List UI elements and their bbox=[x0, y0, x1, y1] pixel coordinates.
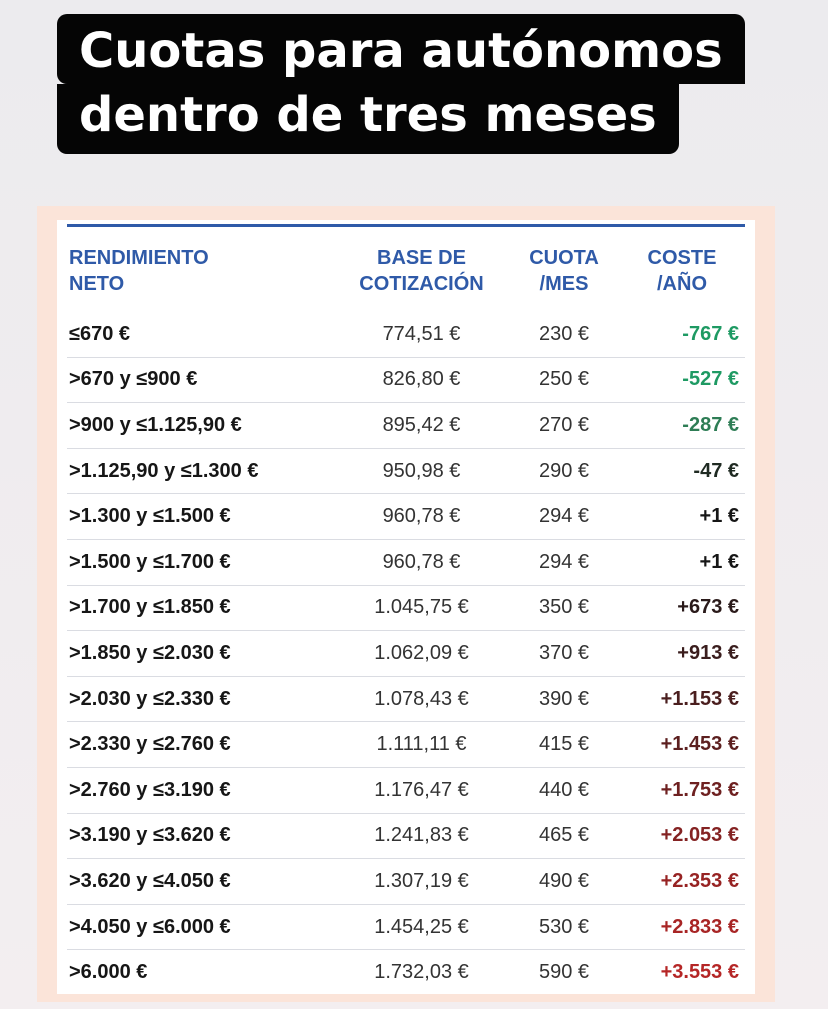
cell-coste: +1.753 € bbox=[619, 767, 745, 814]
table-row: >3.620 y ≤4.050 €1.307,19 €490 € +2.353 € bbox=[67, 858, 745, 905]
cell-rendimiento: >1.700 y ≤1.850 € bbox=[67, 585, 334, 632]
header-base-cotizacion: BASE DE COTIZACIÓN bbox=[359, 247, 484, 295]
cell-rendimiento: >2.030 y ≤2.330 € bbox=[67, 676, 334, 723]
cell-base: 1.732,03 € bbox=[374, 961, 469, 984]
cell-cuota: 390 € bbox=[509, 676, 619, 723]
cell-cuota: 294 € bbox=[509, 539, 619, 586]
cell-cuota: 230 € bbox=[509, 312, 619, 358]
cell-coste: -767 € bbox=[619, 312, 745, 358]
table-row: >2.030 y ≤2.330 €1.078,43 €390 € +1.153 € bbox=[67, 676, 745, 723]
headline: Cuotas para autónomos dentro de tres mes… bbox=[57, 14, 745, 154]
cell-coste: +2.833 € bbox=[619, 904, 745, 951]
table-frame: RENDIMIENTO NETO BASE DE COTIZACIÓN CUOT… bbox=[37, 206, 775, 1002]
table-row: ≤670 €774,51 €230 € -767 € bbox=[67, 312, 745, 358]
cell-coste: +2.053 € bbox=[619, 813, 745, 860]
headline-line-1: Cuotas para autónomos bbox=[57, 14, 745, 84]
cell-base: 1.307,19 € bbox=[334, 858, 509, 905]
cell-coste: +2.353 € bbox=[619, 858, 745, 905]
cell-cuota: 290 € bbox=[509, 448, 619, 495]
table-row: >2.330 y ≤2.760 €1.111,11 €415 € +1.453 € bbox=[67, 721, 745, 768]
cell-cuota: 250 € bbox=[509, 357, 619, 404]
cell-coste: +1.453 € bbox=[619, 721, 745, 768]
cell-base: 960,78 € bbox=[334, 539, 509, 586]
cell-base: 960,78 € bbox=[334, 493, 509, 540]
header-rendimiento-neto: RENDIMIENTO NETO bbox=[69, 247, 209, 295]
table-top-rule bbox=[67, 224, 745, 227]
cell-rendimiento: >6.000 € bbox=[69, 961, 148, 984]
cell-cuota: 370 € bbox=[509, 630, 619, 677]
cell-rendimiento: >900 y ≤1.125,90 € bbox=[67, 402, 334, 449]
cell-coste: -527 € bbox=[619, 357, 745, 404]
cell-rendimiento: >2.760 y ≤3.190 € bbox=[67, 767, 334, 814]
cell-base: 1.078,43 € bbox=[334, 676, 509, 723]
cell-rendimiento: >4.050 y ≤6.000 € bbox=[67, 904, 334, 951]
table-header-row: RENDIMIENTO NETO BASE DE COTIZACIÓN CUOT… bbox=[67, 230, 745, 312]
cell-cuota: 465 € bbox=[509, 813, 619, 860]
table-body: ≤670 €774,51 €230 € -767 € >670 y ≤900 €82… bbox=[67, 312, 745, 995]
table-row: >1.700 y ≤1.850 €1.045,75 €350 € +673 € bbox=[67, 585, 745, 632]
cell-base: 1.241,83 € bbox=[334, 813, 509, 860]
cell-rendimiento: >670 y ≤900 € bbox=[67, 357, 334, 404]
cell-cuota: 350 € bbox=[509, 585, 619, 632]
cell-base: 895,42 € bbox=[334, 402, 509, 449]
cell-coste: -47 € bbox=[619, 448, 745, 495]
cell-cuota: 294 € bbox=[509, 493, 619, 540]
cell-cuota: 440 € bbox=[509, 767, 619, 814]
cell-rendimiento: >1.850 y ≤2.030 € bbox=[67, 630, 334, 677]
table-row: >3.190 y ≤3.620 €1.241,83 €465 € +2.053 € bbox=[67, 813, 745, 860]
cell-cuota: 590 € bbox=[538, 961, 590, 984]
cell-base: 1.062,09 € bbox=[334, 630, 509, 677]
table-row: >2.760 y ≤3.190 €1.176,47 €440 € +1.753 € bbox=[67, 767, 745, 814]
cell-base: 1.111,11 € bbox=[334, 721, 509, 768]
cell-cuota: 530 € bbox=[509, 904, 619, 951]
fees-table: RENDIMIENTO NETO BASE DE COTIZACIÓN CUOT… bbox=[67, 230, 745, 995]
table-row: >1.125,90 y ≤1.300 €950,98 €290 € -47 € bbox=[67, 448, 745, 495]
cell-coste: +913 € bbox=[619, 630, 745, 677]
cell-rendimiento: >1.500 y ≤1.700 € bbox=[67, 539, 334, 586]
cell-base: 950,98 € bbox=[334, 448, 509, 495]
cell-cuota: 270 € bbox=[509, 402, 619, 449]
headline-line-2: dentro de tres meses bbox=[57, 84, 679, 154]
header-coste-ano: COSTE /AÑO bbox=[647, 247, 717, 295]
cell-base: 1.454,25 € bbox=[334, 904, 509, 951]
cell-cuota: 415 € bbox=[509, 721, 619, 768]
cell-rendimiento: ≤670 € bbox=[67, 312, 334, 358]
table-row: >6.000 € 1.732,03 € 590 € +3.553 € bbox=[67, 950, 745, 995]
cell-coste: +1 € bbox=[619, 539, 745, 586]
cell-cuota: 490 € bbox=[509, 858, 619, 905]
cell-rendimiento: >2.330 y ≤2.760 € bbox=[67, 721, 334, 768]
table-row: >1.850 y ≤2.030 €1.062,09 €370 € +913 € bbox=[67, 630, 745, 677]
cell-base: 1.176,47 € bbox=[334, 767, 509, 814]
cell-base: 1.045,75 € bbox=[334, 585, 509, 632]
cell-coste: +1 € bbox=[619, 493, 745, 540]
header-cuota-mes: CUOTA /MES bbox=[529, 247, 599, 295]
cell-base: 774,51 € bbox=[334, 312, 509, 358]
table-card: RENDIMIENTO NETO BASE DE COTIZACIÓN CUOT… bbox=[57, 220, 755, 994]
table-row: >1.500 y ≤1.700 €960,78 €294 € +1 € bbox=[67, 539, 745, 586]
cell-coste: -287 € bbox=[619, 402, 745, 449]
table-row: >1.300 y ≤1.500 €960,78 €294 € +1 € bbox=[67, 493, 745, 540]
cell-coste: +673 € bbox=[619, 585, 745, 632]
table-row: >900 y ≤1.125,90 €895,42 €270 € -287 € bbox=[67, 402, 745, 449]
table-row: >670 y ≤900 €826,80 €250 € -527 € bbox=[67, 357, 745, 404]
cell-rendimiento: >3.190 y ≤3.620 € bbox=[67, 813, 334, 860]
cell-base: 826,80 € bbox=[334, 357, 509, 404]
cell-rendimiento: >1.300 y ≤1.500 € bbox=[67, 493, 334, 540]
cell-rendimiento: >3.620 y ≤4.050 € bbox=[67, 858, 334, 905]
table-row: >4.050 y ≤6.000 €1.454,25 €530 € +2.833 € bbox=[67, 904, 745, 951]
cell-rendimiento: >1.125,90 y ≤1.300 € bbox=[67, 448, 334, 495]
cell-coste: +3.553 € bbox=[660, 961, 739, 984]
cell-coste: +1.153 € bbox=[619, 676, 745, 723]
